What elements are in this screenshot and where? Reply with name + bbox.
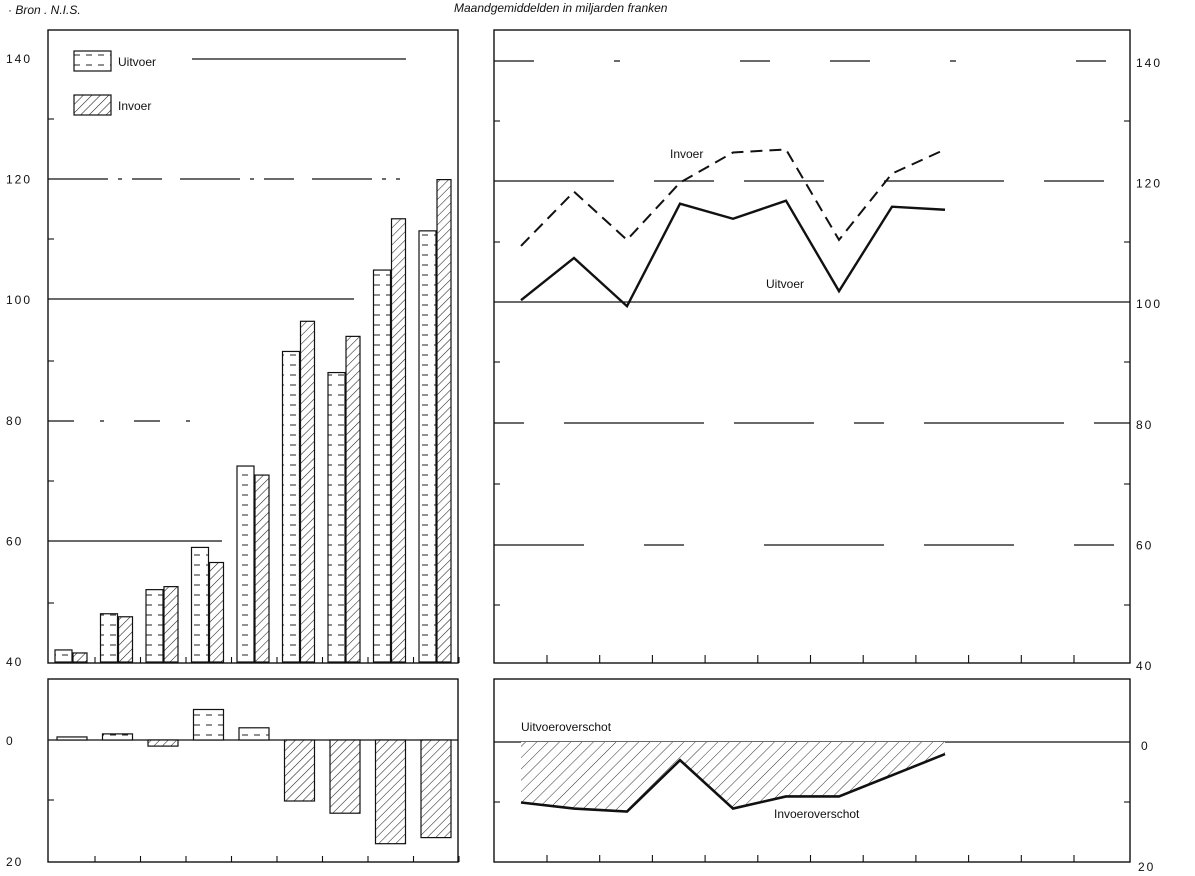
bar-saldo <box>420 739 452 839</box>
bar-invoer <box>254 474 270 663</box>
y-tick-label-left: 60 <box>6 534 23 548</box>
bar-saldo <box>192 708 225 741</box>
bar-uitvoer <box>372 269 392 663</box>
balance-tick-right-0: 0 <box>1141 739 1150 753</box>
legend-swatch-uitvoer <box>73 50 112 72</box>
y-tick-label-right: 80 <box>1136 418 1153 432</box>
y-tick-label-left: 120 <box>6 173 32 187</box>
line-invoeroverschot <box>520 752 946 813</box>
balance-tick-left-20: 20 <box>6 855 23 869</box>
line-invoer <box>520 148 946 247</box>
bar-saldo <box>101 733 134 741</box>
bar-saldo <box>283 739 316 802</box>
left-top-panel <box>47 29 459 664</box>
balance-tick-left-0: 0 <box>6 734 15 748</box>
bar-invoer <box>345 335 361 663</box>
bar-invoer <box>390 218 407 663</box>
bar-uitvoer <box>99 613 119 663</box>
y-tick-label-right: 140 <box>1136 56 1162 70</box>
line-uitvoer <box>520 199 946 309</box>
chart-subtitle: Maandgemiddelden in miljarden franken <box>454 1 668 15</box>
y-tick-label-left: 100 <box>6 293 32 307</box>
legend-label-invoer: Invoer <box>118 99 151 113</box>
legend-swatch-invoer <box>73 94 112 116</box>
y-tick-label-right: 60 <box>1136 538 1153 552</box>
right-bottom-panel <box>493 678 1131 863</box>
line-label-invoer: Invoer <box>670 147 703 161</box>
source-note: · Bron . N.I.S. <box>8 3 81 17</box>
label-uitvoeroverschot: Uitvoeroverschot <box>521 720 612 734</box>
bar-invoer <box>72 652 88 663</box>
bar-saldo <box>147 739 179 747</box>
area-invoeroverschot <box>521 742 945 812</box>
bar-invoer <box>208 561 225 663</box>
bar-invoer <box>163 586 179 663</box>
y-tick-label-left: 80 <box>6 414 23 428</box>
bar-uitvoer <box>327 371 346 663</box>
bar-invoer <box>299 320 316 663</box>
y-tick-label-right: 40 <box>1136 659 1153 673</box>
legend-label-uitvoer: Uitvoer <box>118 55 156 69</box>
label-invoeroverschot: Invoeroverschot <box>774 807 860 821</box>
bar-uitvoer <box>54 649 73 663</box>
bar-uitvoer <box>190 546 210 663</box>
bar-uitvoer <box>236 465 255 663</box>
y-tick-label-right: 100 <box>1136 297 1162 311</box>
bar-saldo <box>374 739 407 845</box>
bar-invoer <box>436 179 452 663</box>
left-bottom-panel <box>47 678 459 863</box>
bar-uitvoer <box>281 350 301 663</box>
bar-uitvoer <box>418 230 437 663</box>
bar-uitvoer <box>145 589 164 663</box>
bar-saldo <box>329 739 361 814</box>
line-label-uitvoer: Uitvoer <box>766 277 804 291</box>
right-top-panel <box>493 29 1131 664</box>
y-tick-label-left: 40 <box>6 655 23 669</box>
bar-saldo <box>238 727 270 741</box>
bar-invoer <box>117 616 134 663</box>
y-tick-label-right: 120 <box>1136 177 1162 191</box>
bar-saldo <box>56 736 88 741</box>
balance-tick-right-20: 20 <box>1138 860 1155 874</box>
y-tick-label-left: 140 <box>6 52 32 66</box>
